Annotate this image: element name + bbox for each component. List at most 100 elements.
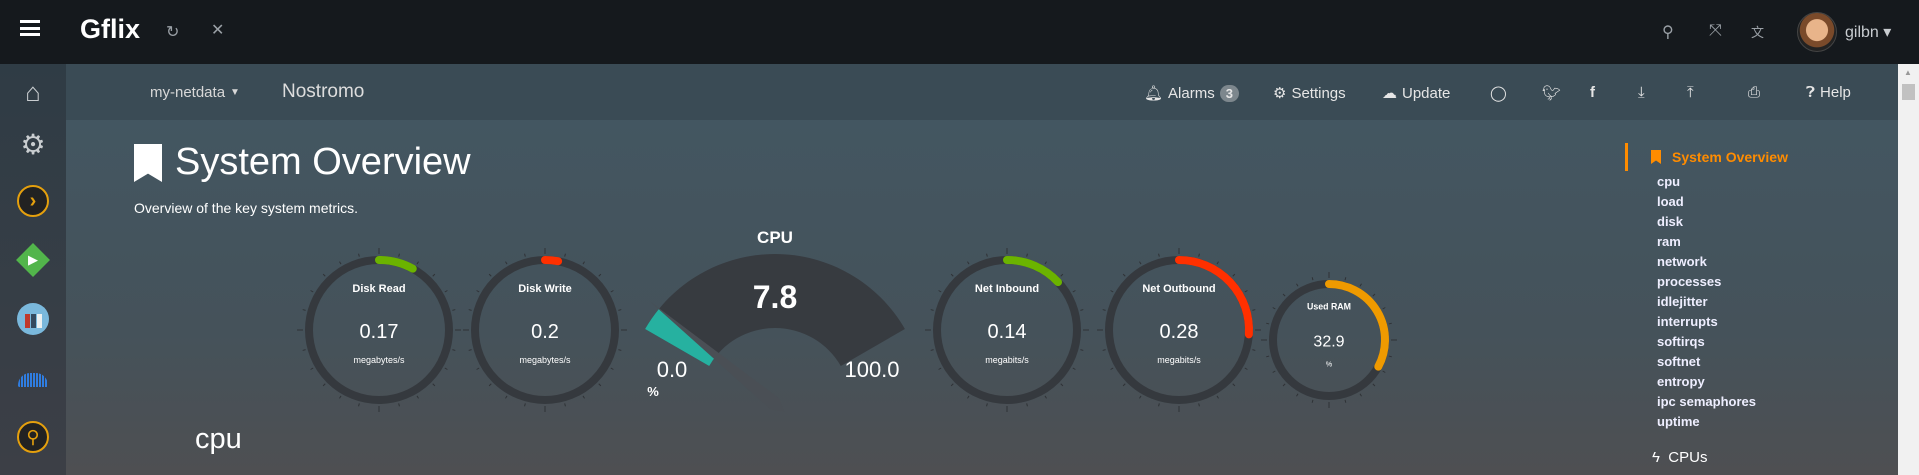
soundcloud-icon[interactable] bbox=[17, 364, 49, 396]
help-button[interactable]: ❓︎ Help bbox=[1806, 84, 1851, 101]
scrollbar-thumb[interactable] bbox=[1902, 84, 1915, 100]
right-nav-section-cpus[interactable]: ϟ CPUs bbox=[1652, 449, 1707, 466]
right-nav-item[interactable]: entropy bbox=[1657, 374, 1705, 389]
gauge-tick bbox=[1216, 395, 1219, 399]
gauge-tick bbox=[1216, 261, 1219, 265]
close-icon[interactable]: ✕ bbox=[211, 22, 225, 39]
cpu-gauge-title: CPU bbox=[757, 228, 793, 247]
calibre-icon[interactable] bbox=[17, 303, 49, 335]
facebook-icon[interactable]: f bbox=[1590, 84, 1595, 101]
gauge-tick bbox=[1372, 293, 1376, 297]
gauge-tick bbox=[1158, 253, 1160, 257]
hostname: Nostromo bbox=[282, 81, 365, 102]
gauge-fill bbox=[1325, 280, 1389, 371]
scrollbar[interactable]: ▲ bbox=[1898, 64, 1919, 475]
gauge-title: Net Inbound bbox=[975, 283, 1039, 295]
brand-logo[interactable]: Gflix bbox=[80, 14, 141, 44]
gauge-units: megabits/s bbox=[1157, 355, 1201, 365]
gauge-tick bbox=[1311, 277, 1314, 281]
gauge-tick bbox=[1272, 370, 1276, 373]
print-icon[interactable]: ⎙ bbox=[1748, 84, 1761, 101]
user-menu[interactable]: gilbn ▾ bbox=[1845, 24, 1892, 41]
download-icon[interactable]: ⤓ bbox=[1638, 84, 1645, 101]
github-icon[interactable]: ◯ bbox=[1490, 85, 1507, 102]
gauge-value: 0.28 bbox=[1160, 321, 1199, 343]
page-title: System Overview bbox=[175, 141, 471, 183]
plex-icon[interactable]: › bbox=[17, 185, 49, 217]
update-button[interactable]: ☁ Update bbox=[1382, 84, 1450, 103]
twitter-icon[interactable]: 🐦︎ bbox=[1542, 85, 1562, 102]
right-nav-item[interactable]: ipc semaphores bbox=[1657, 394, 1756, 409]
upload-icon[interactable]: ⤒ bbox=[1687, 84, 1694, 101]
gear-icon: ⚙ bbox=[1273, 85, 1287, 102]
gauge-tick bbox=[1080, 349, 1084, 351]
alarms-button[interactable]: 🔔︎ Alarms 3 bbox=[1144, 84, 1239, 102]
gauge-tick bbox=[1296, 283, 1299, 287]
gauge-tick bbox=[1252, 309, 1256, 311]
gauge-tick bbox=[444, 367, 448, 370]
gauge-tick bbox=[1026, 403, 1028, 407]
right-nav-item[interactable]: ram bbox=[1657, 234, 1681, 249]
gauge-tick bbox=[476, 367, 480, 370]
bell-icon: 🔔︎ bbox=[1144, 85, 1164, 102]
search-app-icon[interactable]: ⚲ bbox=[17, 421, 49, 453]
gauge-tick bbox=[1232, 383, 1236, 387]
avatar[interactable] bbox=[1797, 12, 1837, 52]
gauge-tick bbox=[950, 383, 954, 387]
right-nav-item[interactable]: uptime bbox=[1657, 414, 1700, 429]
fullscreen-icon[interactable]: ⤧ bbox=[1709, 22, 1722, 39]
gauge-tick bbox=[476, 290, 480, 293]
gauge-tick bbox=[618, 309, 622, 311]
cpu-gauge-fill bbox=[645, 308, 717, 366]
host-menu[interactable]: my-netdata ▼ bbox=[150, 84, 240, 101]
right-nav-active[interactable]: System Overview bbox=[1672, 149, 1788, 165]
alarm-count-badge: 3 bbox=[1219, 84, 1239, 102]
right-nav-item[interactable]: disk bbox=[1657, 214, 1684, 229]
right-nav-item[interactable]: softnet bbox=[1657, 354, 1701, 369]
gauge-tick bbox=[1282, 383, 1286, 387]
gauge-tick bbox=[564, 253, 566, 257]
gauge-tick bbox=[302, 309, 306, 311]
main-content bbox=[66, 120, 1898, 475]
gear-icon[interactable]: ⚙ bbox=[20, 128, 46, 160]
gauge-tick bbox=[598, 273, 602, 277]
gauge-tick bbox=[618, 349, 622, 351]
gauge-tick bbox=[302, 349, 306, 351]
gauge-tick bbox=[967, 261, 970, 265]
right-nav-item[interactable]: cpu bbox=[1657, 174, 1681, 189]
gauge-tick bbox=[1102, 309, 1106, 311]
gauge-units: megabytes/s bbox=[353, 355, 405, 365]
home-icon[interactable]: ⌂ bbox=[25, 76, 41, 107]
cpu-gauge-track bbox=[645, 254, 905, 366]
gauge-units: % bbox=[1326, 359, 1333, 368]
gauge-tick bbox=[468, 309, 472, 311]
menu-icon[interactable] bbox=[20, 20, 40, 36]
gauge-tick bbox=[582, 395, 585, 399]
gauge-tick bbox=[1388, 322, 1392, 325]
right-nav-item[interactable]: idlejitter bbox=[1657, 294, 1708, 309]
search-icon[interactable]: ⚲ bbox=[1662, 24, 1674, 41]
right-nav-item[interactable]: network bbox=[1657, 254, 1707, 269]
gauge-tick bbox=[1296, 393, 1299, 397]
gauge-tick bbox=[1102, 349, 1106, 351]
gauge-tick bbox=[1060, 273, 1064, 277]
translate-icon[interactable]: 文 bbox=[1751, 25, 1765, 40]
scroll-up-icon[interactable]: ▲ bbox=[1904, 68, 1912, 77]
right-nav-item[interactable]: processes bbox=[1657, 274, 1722, 289]
gauge-tick bbox=[1139, 395, 1142, 399]
gauge-tick bbox=[1359, 283, 1362, 287]
right-nav-item[interactable]: load bbox=[1657, 194, 1684, 209]
gauge-tick bbox=[310, 290, 314, 293]
gauge-used-ram: Used RAM 32.9% bbox=[1261, 272, 1397, 408]
settings-button[interactable]: ⚙ Settings bbox=[1273, 84, 1346, 103]
right-nav-item[interactable]: softirqs bbox=[1657, 334, 1705, 349]
gauge-tick bbox=[1382, 307, 1386, 310]
bookmark-icon bbox=[1651, 150, 1661, 164]
refresh-icon[interactable]: ↻ bbox=[166, 24, 180, 41]
gauge-tick bbox=[986, 253, 988, 257]
right-nav-item[interactable]: interrupts bbox=[1657, 314, 1718, 329]
gauge-tick bbox=[1122, 383, 1126, 387]
gauge-tick bbox=[1344, 399, 1347, 403]
gauge-tick bbox=[1060, 383, 1064, 387]
